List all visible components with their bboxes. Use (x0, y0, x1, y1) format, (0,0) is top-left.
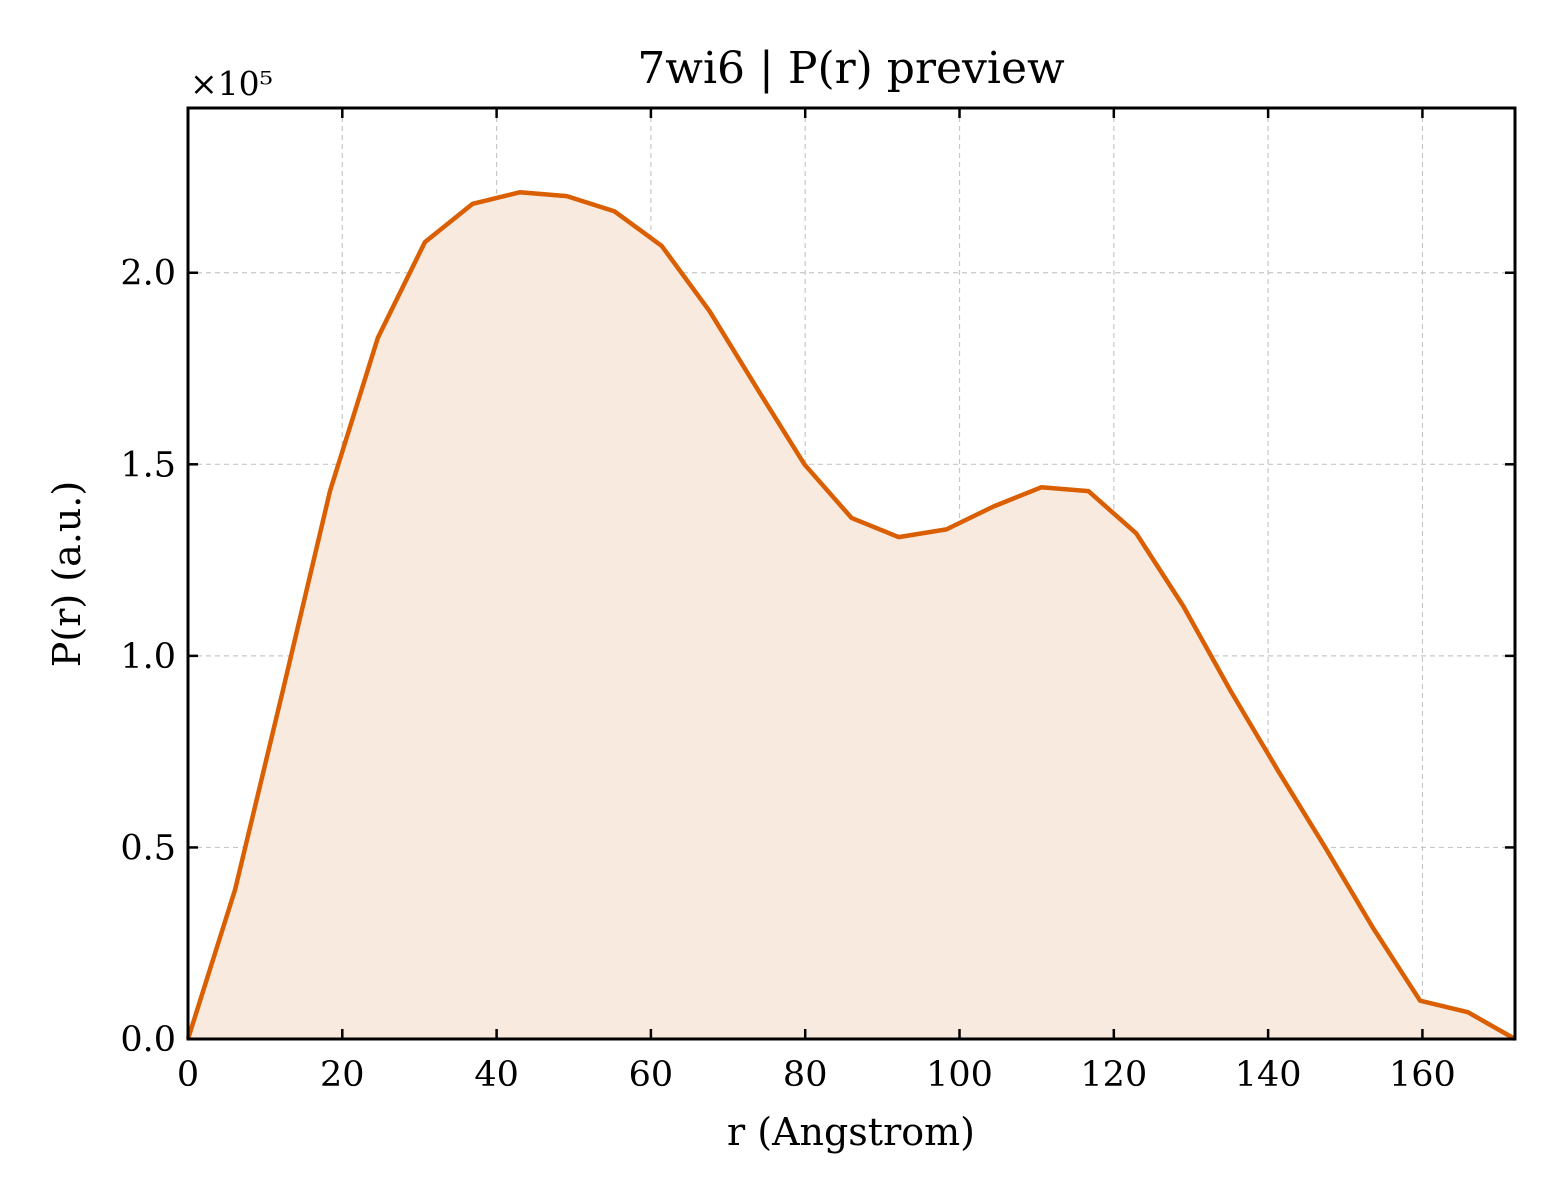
plot-frame (186, 106, 1517, 1041)
x-tick-label: 140 (1235, 1055, 1302, 1095)
y-tick-label: 0.0 (120, 1020, 176, 1060)
x-tick-label: 0 (177, 1055, 199, 1095)
chart-title: 7wi6 | P(r) preview (637, 43, 1065, 94)
area-fill (188, 192, 1515, 1040)
x-tick-label: 120 (1080, 1055, 1147, 1095)
tick-labels: 0 20 40 60 80 100 120 140 160 0.0 0.5 1.0 1.5 2.0 (120, 254, 1455, 1095)
x-tick-label: 60 (629, 1055, 674, 1095)
series-line (185, 190, 1517, 1041)
y-tick-label: 2.0 (120, 254, 176, 294)
x-tick-label: 80 (783, 1055, 828, 1095)
x-tick-label: 20 (320, 1055, 365, 1095)
y-tick-label: 0.5 (120, 828, 176, 868)
x-tick-label: 40 (474, 1055, 519, 1095)
x-tick-label: 160 (1389, 1055, 1456, 1095)
y-scale-multiplier: ×10⁵ (190, 64, 273, 103)
x-tick-label: 100 (926, 1055, 993, 1095)
y-tick-label: 1.5 (120, 445, 176, 485)
x-axis-label: r (Angstrom) (727, 1110, 975, 1154)
y-tick-label: 1.0 (120, 637, 176, 677)
y-axis-label: P(r) (a.u.) (45, 481, 89, 667)
ticks (186, 108, 1515, 1041)
